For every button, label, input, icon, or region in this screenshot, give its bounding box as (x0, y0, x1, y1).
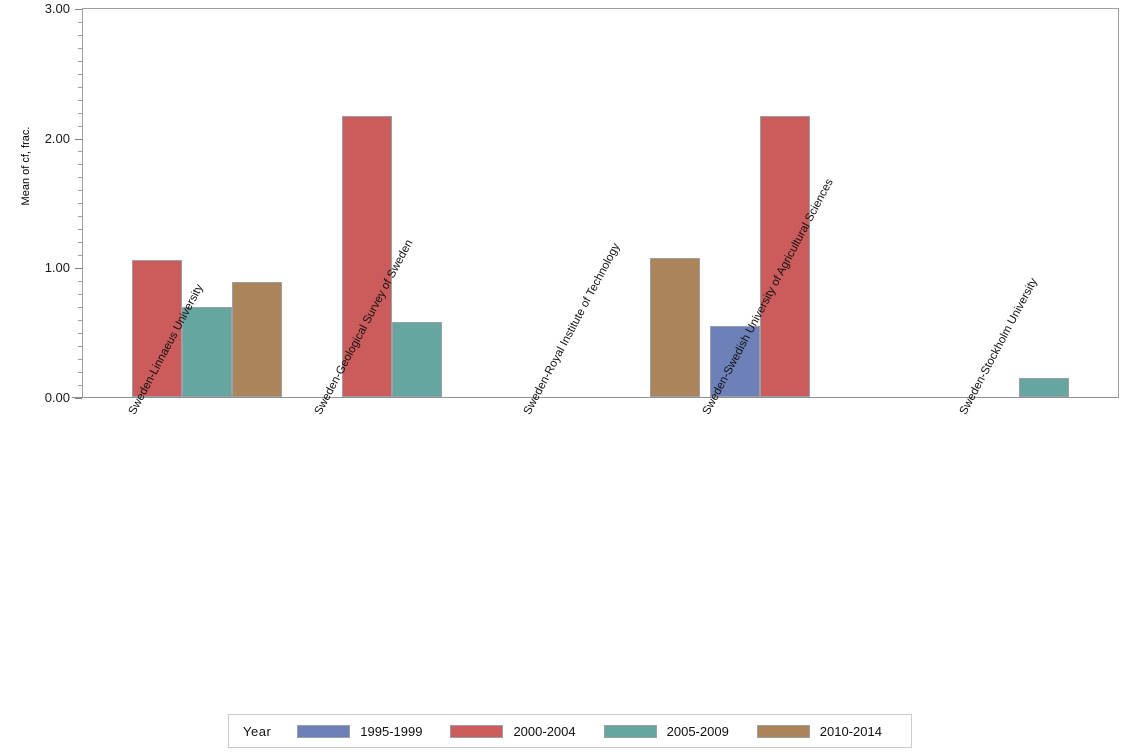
y-axis-minor-tick (78, 61, 82, 62)
legend-entry[interactable]: 2010-2014 (756, 723, 882, 739)
y-axis-minor-tick (78, 126, 82, 127)
y-axis-minor-tick (78, 359, 82, 360)
legend-entry[interactable]: 2000-2004 (450, 723, 576, 739)
y-axis-minor-tick (78, 294, 82, 295)
y-axis-tick-label: 0.00 (44, 389, 70, 405)
legend-entry-label: 2000-2004 (513, 723, 576, 739)
y-axis-minor-tick (78, 281, 82, 282)
y-axis-minor-tick (78, 74, 82, 75)
y-axis-tick-labels: 3.00 2.00 1.00 0.00 (26, 0, 70, 756)
y-axis-tick-label: 2.00 (44, 130, 70, 146)
y-axis-minor-tick (78, 164, 82, 165)
bar[interactable] (392, 322, 442, 398)
y-axis-minor-tick (78, 100, 82, 101)
y-axis-major-tick (75, 9, 82, 10)
bar[interactable] (760, 116, 810, 398)
y-axis-minor-tick (78, 190, 82, 191)
y-axis-tick-label: 1.00 (44, 260, 70, 275)
y-axis-minor-tick (78, 242, 82, 243)
legend-color-swatch (756, 724, 810, 738)
y-axis-minor-tick (78, 216, 82, 217)
y-axis-minor-tick (78, 372, 82, 373)
bar[interactable] (232, 282, 282, 398)
y-axis-minor-tick (78, 307, 82, 308)
legend-entry-label: 1995-1999 (360, 723, 423, 739)
y-axis-minor-tick (78, 22, 82, 23)
legend-entry[interactable]: 1995-1999 (297, 724, 422, 739)
bar[interactable] (650, 257, 700, 398)
y-axis-minor-tick (78, 255, 82, 256)
y-axis-tick-label: 3.00 (44, 1, 70, 16)
y-axis-minor-tick (78, 320, 82, 321)
legend-entry-label: 2010-2014 (819, 723, 882, 739)
bar[interactable] (1019, 378, 1069, 398)
y-axis-minor-tick (78, 346, 82, 347)
y-axis-major-tick (75, 398, 82, 399)
bar[interactable] (342, 116, 392, 398)
y-axis-minor-tick (78, 333, 82, 334)
y-axis-minor-tick (78, 151, 82, 152)
bar[interactable] (710, 326, 760, 398)
y-axis-minor-tick (78, 385, 82, 386)
y-axis-minor-tick (78, 48, 82, 49)
x-axis-baseline (72, 397, 1119, 398)
y-axis-major-tick (75, 139, 82, 140)
bar[interactable] (132, 260, 182, 398)
legend-color-swatch (603, 724, 657, 738)
y-axis-minor-tick (78, 229, 82, 230)
y-axis-minor-tick (78, 203, 82, 204)
legend-color-swatch (297, 724, 351, 738)
y-axis-major-tick (75, 268, 82, 269)
y-axis-minor-tick (78, 87, 82, 88)
legend-entry[interactable]: 2005-2009 (603, 723, 729, 739)
y-axis-minor-tick (78, 35, 82, 36)
legend-color-swatch (450, 724, 504, 738)
y-axis-minor-tick (78, 177, 82, 178)
legend-entries: 1995-1999 2000-2004 2005-2009 2010-2014 (297, 724, 910, 739)
legend-entry-label: 2005-2009 (666, 723, 729, 739)
bar[interactable] (182, 306, 232, 398)
legend: Year 1995-1999 2000-2004 2005-2009 2010-201… (228, 714, 912, 748)
legend-title: Year (243, 723, 272, 739)
y-axis-minor-tick (78, 113, 82, 114)
